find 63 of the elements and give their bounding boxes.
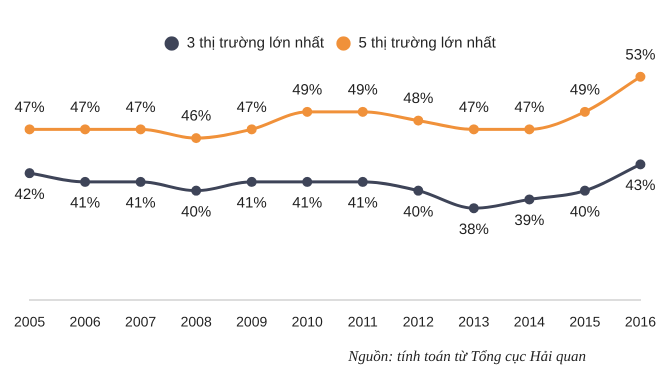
point bbox=[24, 124, 35, 134]
data-label: 41% bbox=[236, 194, 267, 212]
data-label: 47% bbox=[126, 98, 156, 116]
x-tick-label: 2007 bbox=[125, 313, 156, 330]
data-label: 47% bbox=[70, 98, 100, 116]
point bbox=[246, 176, 257, 187]
data-label: 41% bbox=[70, 194, 100, 212]
x-tick-label: 2016 bbox=[624, 313, 656, 330]
point bbox=[24, 168, 35, 178]
point bbox=[302, 176, 312, 187]
data-label: 38% bbox=[458, 220, 489, 238]
text: Nguồn: tính toán từ Tổng cục Hải quan bbox=[348, 349, 586, 366]
data-label: 47% bbox=[236, 98, 267, 116]
point bbox=[246, 124, 257, 134]
data-label: 41% bbox=[292, 194, 322, 212]
point bbox=[80, 176, 90, 187]
data-label: 47% bbox=[14, 98, 45, 116]
data-label: 42% bbox=[14, 186, 45, 203]
point bbox=[635, 72, 646, 82]
data-label: 47% bbox=[514, 98, 544, 116]
point bbox=[302, 106, 312, 117]
point bbox=[358, 176, 368, 187]
point bbox=[80, 124, 90, 134]
x-tick-label: 2015 bbox=[569, 313, 601, 330]
data-label: 41% bbox=[348, 194, 378, 212]
x-tick-label: 2005 bbox=[14, 313, 46, 330]
data-label: 49% bbox=[570, 81, 600, 98]
point bbox=[635, 159, 646, 170]
data-label: 39% bbox=[514, 212, 544, 230]
point bbox=[136, 176, 146, 187]
x-tick-label: 2014 bbox=[514, 313, 546, 330]
point bbox=[413, 116, 424, 126]
data-label: 40% bbox=[181, 203, 212, 220]
legend-label: 3 thị trường lớn nhất bbox=[186, 34, 325, 52]
data-label: 46% bbox=[181, 108, 212, 125]
x-tick-label: 2009 bbox=[236, 313, 268, 330]
data-label: 49% bbox=[348, 81, 378, 98]
point bbox=[580, 186, 590, 196]
point bbox=[413, 186, 424, 196]
x-tick-label: 2008 bbox=[180, 313, 212, 330]
data-label: 49% bbox=[292, 81, 322, 98]
point bbox=[358, 106, 368, 117]
x-tick-label: 2012 bbox=[402, 313, 434, 330]
point bbox=[524, 124, 534, 134]
point bbox=[524, 194, 534, 204]
point bbox=[191, 186, 202, 196]
data-label: 40% bbox=[570, 203, 600, 220]
data-label: 43% bbox=[625, 177, 656, 194]
x-tick-label: 2010 bbox=[292, 313, 324, 330]
data-label: 41% bbox=[126, 194, 156, 212]
data-label: 53% bbox=[625, 46, 656, 64]
data-label: 47% bbox=[458, 98, 489, 116]
point bbox=[468, 203, 479, 214]
data-label: 40% bbox=[403, 203, 434, 220]
data-label: 48% bbox=[403, 90, 434, 108]
x-tick-label: 2006 bbox=[70, 313, 101, 330]
point bbox=[468, 124, 479, 134]
point bbox=[136, 124, 146, 134]
x-tick-label: 2013 bbox=[458, 313, 490, 330]
legend-label: 5 thị trường lớn nhất bbox=[358, 34, 497, 52]
x-tick-label: 2011 bbox=[348, 313, 378, 330]
point bbox=[191, 133, 202, 144]
point bbox=[580, 106, 590, 117]
